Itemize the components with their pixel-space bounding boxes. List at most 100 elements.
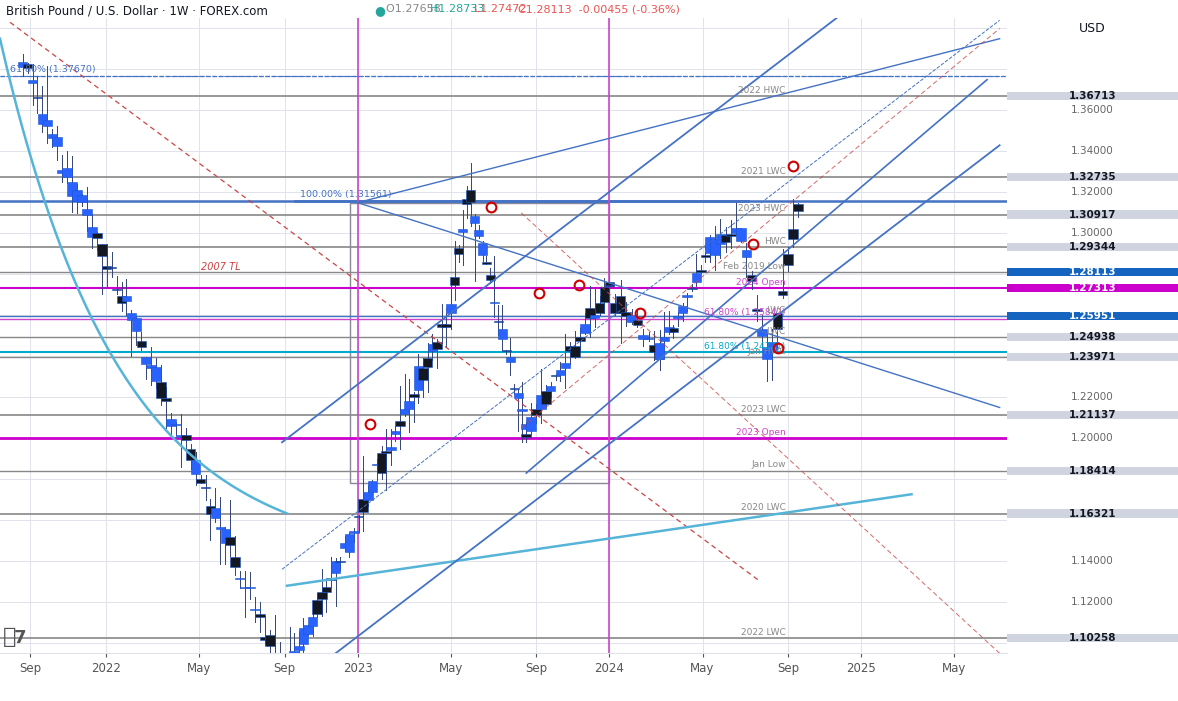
Bar xyxy=(340,543,350,548)
Bar xyxy=(121,296,131,301)
Bar xyxy=(565,346,575,351)
Bar xyxy=(146,365,155,368)
Bar xyxy=(677,306,688,313)
Bar xyxy=(458,229,468,233)
Bar xyxy=(1007,312,1178,320)
Text: 61.80% (1.37670): 61.80% (1.37670) xyxy=(11,65,95,74)
Bar xyxy=(633,320,642,325)
Text: 1.28113: 1.28113 xyxy=(1068,267,1117,277)
Text: 2023 HWC: 2023 HWC xyxy=(739,204,786,213)
Bar xyxy=(216,527,225,529)
Bar xyxy=(757,329,767,336)
Bar xyxy=(687,288,696,289)
Text: 7: 7 xyxy=(14,629,26,647)
Text: 1.27313: 1.27313 xyxy=(1068,283,1117,294)
Bar xyxy=(752,309,761,311)
Bar xyxy=(777,291,787,295)
Text: USD: USD xyxy=(1079,22,1106,35)
Text: British Pound / U.S. Dollar · 1W · FOREX.com: British Pound / U.S. Dollar · 1W · FOREX… xyxy=(6,4,267,18)
Bar xyxy=(270,659,279,661)
Bar xyxy=(58,170,67,173)
Bar xyxy=(505,357,515,362)
Bar xyxy=(47,134,57,138)
Bar xyxy=(62,168,72,177)
Bar xyxy=(696,271,706,272)
Text: 1.34000: 1.34000 xyxy=(1071,147,1114,156)
Bar xyxy=(377,453,386,473)
Bar xyxy=(391,431,401,434)
Bar xyxy=(326,578,336,580)
Text: Jan Low: Jan Low xyxy=(752,461,786,470)
Bar xyxy=(1007,92,1178,100)
Bar xyxy=(72,191,81,200)
Bar xyxy=(317,592,326,599)
Text: 2022 LWC: 2022 LWC xyxy=(741,627,786,637)
Bar xyxy=(413,366,423,390)
Bar xyxy=(454,247,463,254)
Text: 1.24938: 1.24938 xyxy=(1068,332,1117,342)
Bar xyxy=(82,209,92,215)
Bar xyxy=(490,302,499,303)
Bar xyxy=(664,327,674,332)
Bar xyxy=(1007,268,1178,276)
Bar xyxy=(38,114,47,124)
Bar xyxy=(18,62,27,67)
Bar xyxy=(575,337,584,341)
Bar xyxy=(556,369,565,375)
Bar xyxy=(497,329,508,339)
Bar xyxy=(522,434,531,437)
Bar xyxy=(161,398,171,401)
Bar xyxy=(788,229,798,240)
Bar xyxy=(1007,510,1178,517)
Bar xyxy=(482,261,491,264)
Text: 2021 LWC: 2021 LWC xyxy=(741,167,786,176)
Bar xyxy=(701,255,710,257)
Bar xyxy=(396,421,405,426)
Text: 100.00% (1.31561): 100.00% (1.31561) xyxy=(299,190,391,199)
Bar xyxy=(531,409,541,415)
Bar xyxy=(595,304,604,313)
Bar xyxy=(446,304,456,313)
Bar xyxy=(545,386,556,391)
Bar xyxy=(181,435,191,440)
Bar xyxy=(53,137,62,146)
Text: Feb 2019 Low: Feb 2019 Low xyxy=(723,261,786,271)
Text: 2007 TL: 2007 TL xyxy=(201,262,241,272)
Bar xyxy=(97,245,106,256)
Bar xyxy=(200,487,211,488)
Bar xyxy=(1007,333,1178,341)
Bar xyxy=(585,308,595,318)
Bar xyxy=(1007,411,1178,419)
Bar xyxy=(655,343,664,359)
Bar xyxy=(517,409,527,411)
Text: 61.80% (1.25842): 61.80% (1.25842) xyxy=(704,308,786,318)
Bar xyxy=(742,250,752,257)
Bar xyxy=(682,295,691,297)
Text: 1.10258: 1.10258 xyxy=(1068,633,1117,643)
Text: L1.27472: L1.27472 xyxy=(474,4,530,14)
Bar xyxy=(762,347,772,360)
Bar xyxy=(502,350,511,351)
Bar xyxy=(78,195,87,202)
Bar xyxy=(1007,210,1178,219)
Text: 1.21137: 1.21137 xyxy=(1068,410,1117,420)
Bar xyxy=(643,338,654,339)
Bar xyxy=(151,367,161,381)
Bar xyxy=(28,81,38,83)
Bar xyxy=(211,508,220,517)
Text: 2024 Open: 2024 Open xyxy=(736,278,786,287)
Text: Jan HWC: Jan HWC xyxy=(747,346,786,355)
Text: 2020 LWC: 2020 LWC xyxy=(741,503,786,512)
Bar xyxy=(22,64,32,68)
Bar xyxy=(1007,634,1178,642)
Bar xyxy=(112,289,121,290)
Bar xyxy=(726,234,735,236)
Bar xyxy=(353,516,364,517)
Bar xyxy=(280,669,290,680)
Bar xyxy=(225,538,236,545)
Bar xyxy=(171,423,180,425)
Text: 61.80% (1.24221): 61.80% (1.24221) xyxy=(704,341,786,350)
Bar xyxy=(368,481,377,492)
Bar xyxy=(710,239,720,255)
Bar xyxy=(358,499,368,512)
